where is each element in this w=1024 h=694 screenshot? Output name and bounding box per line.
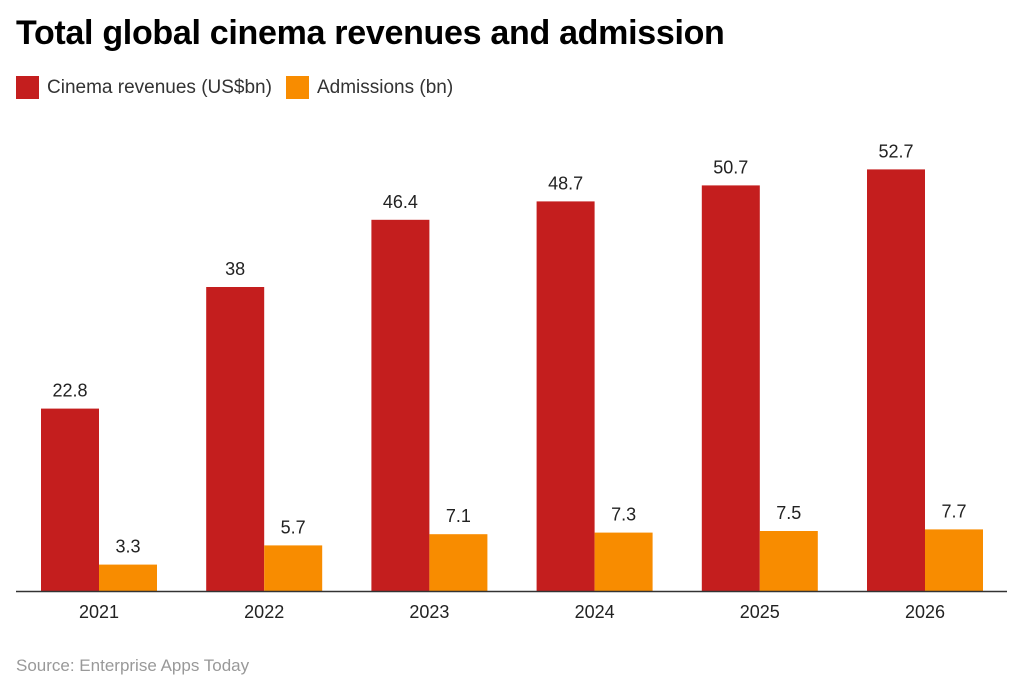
data-label-admissions-2026: 7.7: [941, 501, 966, 521]
data-label-revenues-2024: 48.7: [548, 173, 583, 193]
legend-item-admissions: Admissions (bn): [285, 76, 454, 99]
data-label-admissions-2022: 5.7: [281, 517, 306, 537]
legend-swatch-revenues: [16, 76, 39, 99]
data-label-revenues-2022: 38: [225, 259, 245, 279]
bar-admissions-2023: [429, 534, 488, 591]
bar-revenues-2026: [867, 169, 925, 591]
x-tick-label-2026: 2026: [905, 602, 945, 622]
source-note: Source: Enterprise Apps Today: [16, 656, 250, 675]
data-label-revenues-2026: 52.7: [878, 141, 913, 161]
legend: Cinema revenues (US$bn) Admissions (bn): [16, 76, 467, 99]
x-tick-label-2025: 2025: [740, 602, 780, 622]
legend-swatch-admissions: [285, 76, 309, 99]
data-label-admissions-2025: 7.5: [776, 503, 801, 523]
legend-item-revenues: Cinema revenues (US$bn): [16, 76, 272, 99]
data-label-revenues-2025: 50.7: [713, 157, 748, 177]
chart-title: Total global cinema revenues and admissi…: [16, 14, 725, 52]
legend-label-admissions: Admissions (bn): [316, 76, 454, 98]
bar-admissions-2025: [759, 531, 818, 591]
bar-admissions-2021: [99, 564, 157, 591]
bar-revenues-2025: [701, 185, 760, 591]
bar-revenues-2022: [206, 287, 265, 591]
bar-admissions-2024: [594, 532, 653, 591]
bar-revenues-2024: [536, 201, 595, 591]
data-label-admissions-2023: 7.1: [446, 506, 471, 526]
data-label-admissions-2021: 3.3: [115, 537, 140, 557]
data-label-admissions-2024: 7.3: [611, 505, 636, 525]
data-label-revenues-2023: 46.4: [383, 192, 418, 212]
x-tick-label-2022: 2022: [244, 602, 284, 622]
x-tick-label-2023: 2023: [409, 602, 449, 622]
bar-revenues-2021: [41, 408, 99, 591]
bar-admissions-2026: [925, 529, 983, 591]
data-label-revenues-2021: 22.8: [52, 381, 87, 401]
legend-label-revenues: Cinema revenues (US$bn): [47, 76, 272, 98]
x-tick-label-2024: 2024: [575, 602, 615, 622]
x-tick-label-2021: 2021: [79, 602, 119, 622]
bar-admissions-2022: [264, 545, 323, 591]
bar-revenues-2023: [371, 219, 430, 592]
